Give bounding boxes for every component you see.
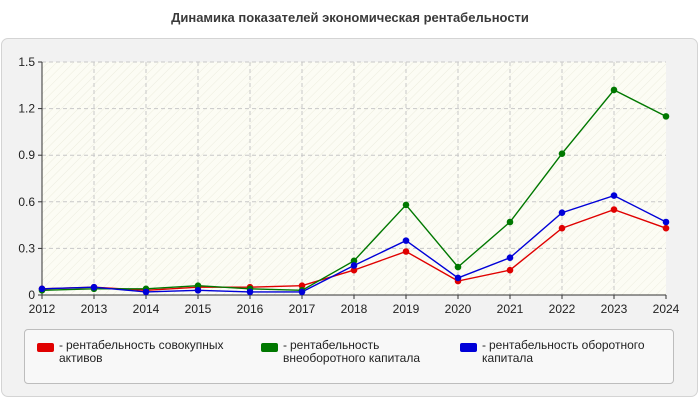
data-point-0-12: [662, 224, 670, 232]
data-point-0-10: [558, 224, 566, 232]
data-point-2-3: [194, 287, 202, 294]
x-tick-label: 2019: [393, 302, 420, 316]
chart-title: Динамика показателей экономическая рента…: [171, 10, 529, 25]
y-tick-labels: 0 0.3 0.6 0.9 1.2 1.5: [18, 55, 35, 302]
data-point-2-6: [350, 262, 358, 269]
x-tick-label: 2012: [29, 302, 56, 316]
x-tick-labels: 2012 2013 2014 2015 2016 2017 2018 2019 2020 2021…: [29, 302, 680, 316]
y-tick-label: 1.2: [18, 102, 35, 116]
data-point-0-6: [350, 266, 358, 274]
x-tick-label: 2016: [237, 302, 264, 316]
data-point-2-7: [402, 237, 410, 244]
legend-swatch-red: [37, 343, 54, 352]
x-tick-label: 2018: [341, 302, 368, 316]
data-point-0-5: [298, 282, 306, 289]
data-point-2-9: [506, 254, 514, 262]
legend-swatch-green: [261, 343, 278, 352]
data-point-2-12: [662, 218, 670, 226]
data-point-2-4: [246, 288, 254, 296]
legend-item-total-assets: - рентабельность совокупных активов: [37, 339, 242, 365]
data-point-2-2: [142, 288, 150, 296]
x-tick-label: 2013: [81, 302, 108, 316]
x-tick-label: 2014: [133, 302, 160, 316]
y-tick-label: 0.3: [18, 241, 35, 255]
grid-lines: [42, 61, 666, 295]
x-tick-label: 2021: [497, 302, 524, 316]
data-point-2-11: [610, 192, 618, 199]
data-point-1-12: [662, 113, 670, 120]
legend-label: - рентабельность внеоборотного капитала: [283, 338, 420, 365]
legend: - рентабельность совокупных активов - рент…: [24, 329, 674, 384]
data-point-0-7: [402, 248, 410, 255]
x-tick-label: 2023: [601, 302, 628, 316]
data-point-0-9: [506, 266, 514, 274]
data-point-1-9: [506, 218, 514, 226]
x-tick-label: 2015: [185, 302, 212, 316]
legend-item-fixed-capital: - рентабельность внеоборотного капитала: [261, 339, 451, 365]
y-tick-label: 0: [28, 288, 35, 302]
data-point-2-10: [558, 209, 566, 216]
series-points: [38, 86, 670, 296]
x-tick-label: 2024: [653, 302, 680, 316]
data-point-0-11: [610, 206, 618, 213]
data-point-1-8: [454, 263, 462, 271]
x-tick-label: 2017: [289, 302, 316, 316]
data-point-1-6: [350, 257, 358, 265]
data-point-1-7: [402, 201, 410, 209]
data-point-2-8: [454, 274, 462, 282]
data-point-2-1: [90, 283, 98, 291]
y-tick-label: 0.6: [18, 195, 35, 209]
x-tick-label: 2020: [445, 302, 472, 316]
data-point-2-5: [298, 288, 306, 296]
y-tick-label: 1.5: [18, 55, 35, 69]
data-point-2-0: [38, 285, 46, 293]
legend-label: - рентабельность оборотного капитала: [482, 338, 645, 365]
x-tick-label: 2022: [549, 302, 576, 316]
y-tick-label: 0.9: [18, 148, 35, 162]
legend-item-working-capital: - рентабельность оборотного капитала: [460, 339, 665, 365]
legend-swatch-blue: [460, 343, 477, 352]
data-point-1-3: [194, 282, 202, 289]
data-point-1-11: [610, 86, 618, 94]
data-point-1-10: [558, 150, 566, 157]
legend-label: - рентабельность совокупных активов: [59, 338, 224, 365]
